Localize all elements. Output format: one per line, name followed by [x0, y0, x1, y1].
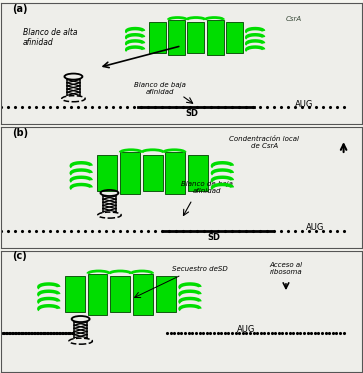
Text: AUG: AUG: [295, 100, 313, 109]
Text: (b): (b): [12, 128, 28, 138]
Bar: [110, 276, 130, 313]
Text: AUG: AUG: [237, 325, 256, 334]
Bar: [143, 155, 163, 191]
Text: Blanco de baja
afinidad: Blanco de baja afinidad: [134, 82, 186, 95]
Bar: [187, 22, 204, 53]
Bar: [166, 153, 185, 194]
Text: Blanco de alta
afinidad: Blanco de alta afinidad: [23, 28, 78, 47]
Text: Blanco de baja
afinidad: Blanco de baja afinidad: [181, 181, 233, 194]
Bar: [226, 22, 243, 53]
Bar: [156, 276, 176, 313]
Bar: [188, 155, 208, 191]
Bar: [207, 20, 224, 55]
Text: (c): (c): [12, 251, 27, 261]
Bar: [168, 20, 185, 55]
Bar: [65, 276, 85, 313]
Text: Acceso al
ribosoma: Acceso al ribosoma: [269, 262, 302, 275]
Text: SD: SD: [186, 109, 199, 118]
Bar: [97, 155, 117, 191]
Text: CsrA: CsrA: [286, 16, 302, 22]
Text: (a): (a): [12, 4, 28, 14]
Bar: [149, 22, 166, 53]
Bar: [133, 274, 153, 315]
Text: SD: SD: [207, 232, 220, 241]
Bar: [87, 274, 107, 315]
Text: AUG: AUG: [306, 223, 324, 232]
Bar: [120, 153, 140, 194]
Text: Secuestro deSD: Secuestro deSD: [172, 266, 227, 272]
Text: Condentración local
de CsrA: Condentración local de CsrA: [229, 136, 299, 149]
